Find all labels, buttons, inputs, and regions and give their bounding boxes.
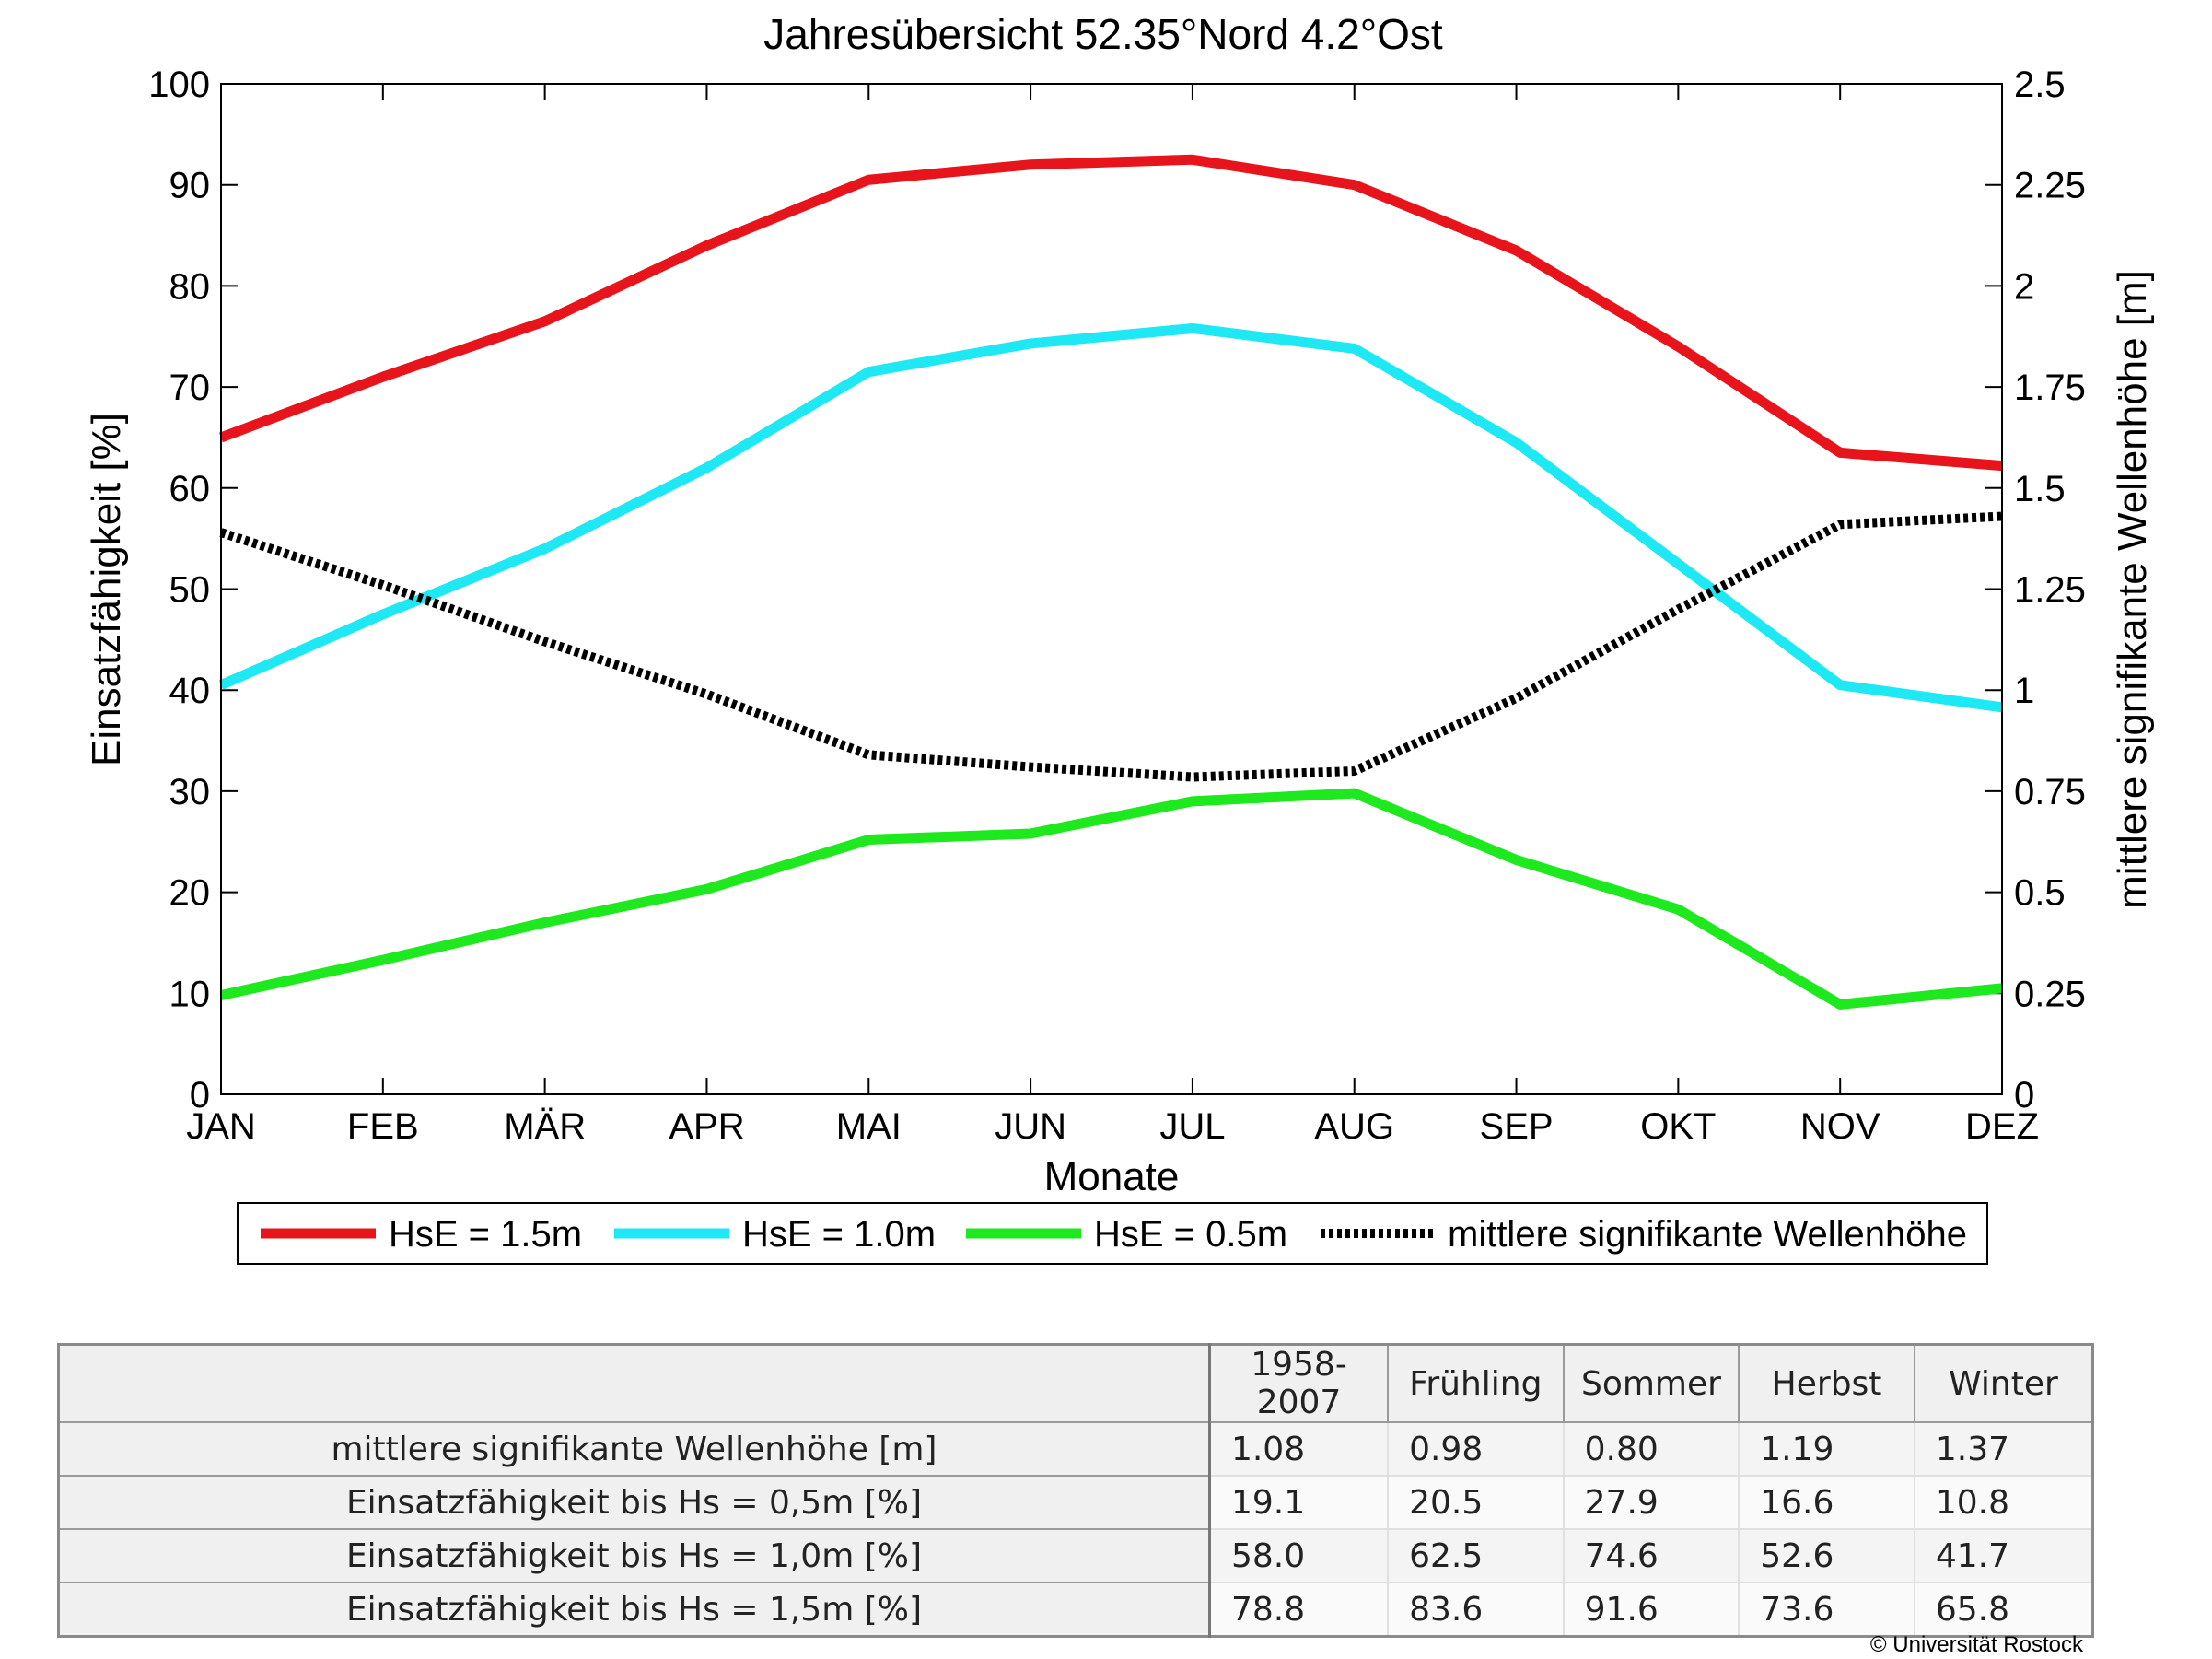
table-cell: 62.5: [1387, 1528, 1565, 1583]
row-label: Einsatzfähigkeit bis Hs = 0,5m [%]: [57, 1475, 1211, 1530]
table-cell: 74.6: [1562, 1528, 1740, 1583]
y-tick-label-right: 0.75: [2014, 772, 2086, 812]
x-tick-label: SEP: [1480, 1106, 1554, 1147]
y-tick-label-left: 90: [169, 166, 211, 206]
series-line-2: [218, 322, 2003, 713]
table-cell: 65.8: [1913, 1582, 2094, 1638]
y-axis-label-left: Einsatzfähigkeit [%]: [84, 413, 129, 766]
axis-ticks: JAN FEB MÄR APR MAI JUN JUL AUG SEP OKT NOV DEZ0102…: [148, 64, 2086, 1147]
y-tick-label-right: 0: [2014, 1075, 2034, 1116]
series-line-1: [219, 154, 2003, 472]
legend-label: mittlere signifikante Wellenhöhe: [1448, 1214, 1967, 1255]
legend-label: HsE = 0.5m: [1094, 1214, 1287, 1255]
table-row: Einsatzfähigkeit bis Hs = 0,5m [%] 19.1 …: [57, 1475, 2094, 1530]
table-cell: 1.19: [1738, 1421, 1915, 1477]
table-row: mittlere signifikante Wellenhöhe [m] 1.0…: [57, 1421, 2094, 1477]
x-tick-label: JUN: [995, 1106, 1066, 1147]
table-cell: 19.1: [1208, 1475, 1390, 1530]
y-tick-label-right: 2.5: [2014, 64, 2066, 105]
x-tick-label: NOV: [1800, 1106, 1880, 1147]
y-tick-label-left: 20: [169, 873, 211, 914]
y-tick-label-right: 2: [2014, 266, 2034, 307]
plot-series: [218, 154, 2003, 1010]
x-tick-label: APR: [669, 1106, 744, 1147]
x-tick-label: MÄR: [504, 1106, 586, 1147]
table-header-row: 1958-2007 Frühling Sommer Herbst Winter: [57, 1343, 2094, 1423]
table-corner-cell: [57, 1343, 1211, 1423]
series-line-4: [219, 511, 2003, 782]
table-cell: 83.6: [1387, 1582, 1565, 1638]
table-cell: 41.7: [1913, 1528, 2094, 1583]
legend-box: [237, 1202, 1988, 1265]
row-label: Einsatzfähigkeit bis Hs = 1,5m [%]: [57, 1582, 1211, 1638]
table-cell: 1.37: [1913, 1421, 2094, 1477]
legend: HsE = 1.5m HsE = 1.0m HsE = 0.5m mittlere s…: [237, 1202, 1988, 1265]
summary-table: 1958-2007 Frühling Sommer Herbst Winter …: [57, 1343, 2094, 1638]
x-axis-label: Monate: [1044, 1154, 1180, 1199]
y-tick-label-right: 0.5: [2014, 873, 2066, 914]
legend-label: HsE = 1.5m: [389, 1214, 582, 1255]
table-cell: 20.5: [1387, 1475, 1565, 1530]
column-header: Frühling: [1387, 1343, 1565, 1423]
x-tick-label: OKT: [1640, 1106, 1716, 1147]
table-cell: 91.6: [1562, 1582, 1740, 1638]
table-cell: 1.08: [1208, 1421, 1390, 1477]
table-cell: 0.80: [1562, 1421, 1740, 1477]
plot-frame: [220, 83, 2003, 1095]
y-tick-label-left: 40: [169, 671, 211, 711]
x-tick-label: JUL: [1159, 1106, 1225, 1147]
y-tick-label-left: 100: [148, 64, 210, 105]
column-header: Winter: [1913, 1343, 2094, 1423]
y-tick-label-left: 50: [169, 570, 211, 611]
row-label: Einsatzfähigkeit bis Hs = 1,0m [%]: [57, 1528, 1211, 1583]
y-tick-label-left: 70: [169, 368, 211, 408]
column-header: Herbst: [1738, 1343, 1915, 1423]
table-cell: 52.6: [1738, 1528, 1915, 1583]
table-cell: 10.8: [1913, 1475, 2094, 1530]
legend-label: HsE = 1.0m: [742, 1214, 936, 1255]
y-tick-label-right: 1: [2014, 671, 2034, 711]
column-header: 1958-2007: [1208, 1343, 1390, 1423]
y-tick-label-left: 10: [169, 974, 211, 1014]
y-tick-label-right: 1.75: [2014, 368, 2086, 408]
table-cell: 58.0: [1208, 1528, 1390, 1583]
row-label: mittlere signifikante Wellenhöhe [m]: [57, 1421, 1211, 1477]
x-tick-label: MAI: [836, 1106, 902, 1147]
table-cell: 0.98: [1387, 1421, 1565, 1477]
table-cell: 16.6: [1738, 1475, 1915, 1530]
x-tick-label: DEZ: [1965, 1106, 2039, 1147]
copyright-text: © Universität Rostock: [1869, 1632, 2083, 1657]
table-row: Einsatzfähigkeit bis Hs = 1,0m [%] 58.0 …: [57, 1528, 2094, 1583]
y-tick-label-left: 80: [169, 266, 211, 307]
table-cell: 78.8: [1208, 1582, 1390, 1638]
x-tick-label: FEB: [347, 1106, 419, 1147]
y-tick-label-right: 1.25: [2014, 570, 2086, 611]
table-cell: 73.6: [1738, 1582, 1915, 1638]
y-axis-label-right: mittlere signifikante Wellenhöhe [m]: [2110, 270, 2155, 909]
y-tick-label-left: 30: [169, 772, 211, 812]
y-tick-label-right: 1.5: [2014, 469, 2066, 509]
y-tick-label-right: 0.25: [2014, 974, 2086, 1014]
y-tick-label-left: 60: [169, 469, 211, 509]
chart-title: Jahresübersicht 52.35°Nord 4.2°Ost: [763, 10, 1443, 58]
x-tick-label: AUG: [1314, 1106, 1394, 1147]
series-line-3: [219, 788, 2003, 1010]
table-cell: 27.9: [1562, 1475, 1740, 1530]
x-tick-label: JAN: [186, 1106, 256, 1147]
column-header: Sommer: [1562, 1343, 1740, 1423]
y-tick-label-left: 0: [190, 1075, 210, 1116]
table-row: Einsatzfähigkeit bis Hs = 1,5m [%] 78.8 …: [57, 1582, 2094, 1638]
y-tick-label-right: 2.25: [2014, 166, 2086, 206]
